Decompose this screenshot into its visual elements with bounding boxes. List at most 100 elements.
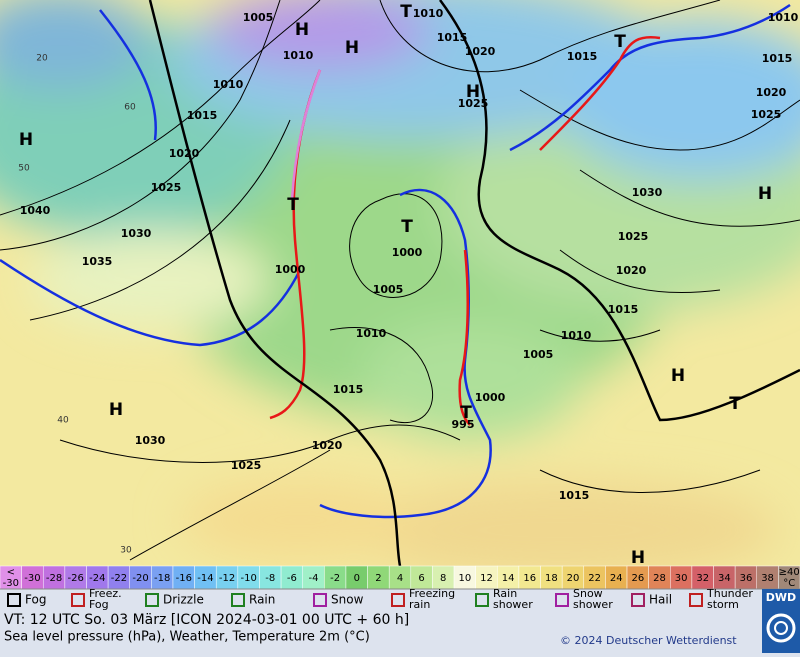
pressure-center: T xyxy=(287,195,299,215)
legend-symbol xyxy=(231,593,245,607)
pressure-center: H xyxy=(466,82,480,102)
scale-label: -30 xyxy=(24,573,40,584)
scale-label: -8 xyxy=(265,573,275,584)
logo-swirl-inner xyxy=(774,621,788,635)
pressure-center: H xyxy=(19,130,33,150)
pressure-label: 1000 xyxy=(275,263,306,276)
scale-label: 14 xyxy=(502,573,515,584)
pressure-label: 1005 xyxy=(373,283,404,296)
pressure-label: 1005 xyxy=(243,11,274,24)
scale-label: -24 xyxy=(89,573,105,584)
isobars xyxy=(0,0,800,561)
legend-symbol xyxy=(689,593,703,607)
pressure-label: 1035 xyxy=(82,255,113,268)
scale-label: 10 xyxy=(458,573,471,584)
pressure-label: 1025 xyxy=(231,459,262,472)
weather-legend: Fog Freez.Fog Drizzle Rain Snow FreezingrainR… xyxy=(7,587,753,611)
pressure-label: 1010 xyxy=(413,7,444,20)
scale-label: 18 xyxy=(545,573,558,584)
pressure-center: H xyxy=(295,20,309,40)
pressure-label: 1025 xyxy=(458,97,489,110)
legend-symbol xyxy=(475,593,489,607)
map-labels: 1005 101010151020101010101015102010251030… xyxy=(18,2,798,568)
scale-label: -26 xyxy=(68,573,84,584)
legend-label: Fog xyxy=(25,593,46,607)
scale-label: 20 xyxy=(567,573,580,584)
scale-label: 26 xyxy=(631,573,644,584)
scale-label: -18 xyxy=(154,573,170,584)
temperature-scale: <-30 -30 -28 -26 -24 -22 -20 -18 -16 -14 -12 -10 -8-… xyxy=(0,565,800,590)
pressure-label: 1010 xyxy=(356,327,387,340)
pressure-label: 1010 xyxy=(561,329,592,342)
pressure-label: 1015 xyxy=(437,31,468,44)
scale-label: < xyxy=(7,567,15,578)
pressure-label: 1015 xyxy=(333,383,364,396)
scale-label: 32 xyxy=(696,573,709,584)
scale-label: 4 xyxy=(397,573,403,584)
map xyxy=(0,0,800,566)
pressure-label: 1025 xyxy=(618,230,649,243)
scale-label: 36 xyxy=(740,573,753,584)
legend-label: Drizzle xyxy=(163,593,204,607)
pressure-label: 1000 xyxy=(392,246,423,259)
legend-label: Rain xyxy=(493,587,517,600)
pressure-center: H xyxy=(345,38,359,58)
pressure-label: 1020 xyxy=(465,45,496,58)
scale-label: -10 xyxy=(240,573,256,584)
legend-label: Freezing xyxy=(409,587,455,600)
scale-label: -16 xyxy=(176,573,192,584)
temperature-label: 40 xyxy=(57,416,69,426)
legend-label: shower xyxy=(573,598,613,611)
legend-label: storm xyxy=(707,598,739,611)
scale-label: °C xyxy=(783,578,795,589)
pressure-label: 1030 xyxy=(135,434,166,447)
scale-label: -22 xyxy=(111,573,127,584)
pressure-label: 1040 xyxy=(20,204,51,217)
scale-label: -14 xyxy=(197,573,213,584)
pressure-label: 1015 xyxy=(608,303,639,316)
scale-label: -28 xyxy=(46,573,62,584)
legend-symbol xyxy=(145,593,159,607)
pressure-label: 1020 xyxy=(312,439,343,452)
pressure-center: H xyxy=(758,184,772,204)
scale-label: 38 xyxy=(761,573,774,584)
scale-label: 24 xyxy=(610,573,623,584)
temperature-label: 60 xyxy=(124,103,136,113)
legend-symbol xyxy=(631,593,645,607)
pressure-label: 1030 xyxy=(632,186,663,199)
pressure-center: T xyxy=(401,217,413,237)
pressure-label: 1005 xyxy=(523,348,554,361)
legend-label: shower xyxy=(493,598,533,611)
temperature-label: 20 xyxy=(36,54,48,64)
scale-label: -4 xyxy=(309,573,319,584)
pressure-label: 995 xyxy=(452,418,475,431)
pressure-label: 1010 xyxy=(768,11,799,24)
scale-label: 0 xyxy=(354,573,360,584)
legend-symbol xyxy=(555,593,569,607)
pressure-label: 1020 xyxy=(756,86,787,99)
legend-label: Hail xyxy=(649,593,672,607)
legend-label: Freez. xyxy=(89,587,122,600)
scale-label: 8 xyxy=(440,573,446,584)
copyright: © 2024 Deutscher Wetterdienst xyxy=(560,634,737,647)
scale-label: -2 xyxy=(330,573,340,584)
legend-symbol xyxy=(7,593,21,607)
pressure-label: 1020 xyxy=(616,264,647,277)
scale-label: 22 xyxy=(588,573,601,584)
temperature-label: 50 xyxy=(18,164,30,174)
logo-text: DWD xyxy=(766,591,796,604)
scale-label: 6 xyxy=(418,573,424,584)
pressure-label: 1015 xyxy=(559,489,590,502)
scale-label: -6 xyxy=(287,573,297,584)
pressure-label: 1030 xyxy=(121,227,152,240)
scale-label: 2 xyxy=(375,573,381,584)
legend-label: Thunder xyxy=(706,587,753,600)
fronts xyxy=(0,3,791,519)
scale-label: ≥40 xyxy=(779,567,800,578)
scale-label: 34 xyxy=(718,573,731,584)
pressure-center: H xyxy=(671,366,685,386)
pressure-label: 1010 xyxy=(213,78,244,91)
legend-label: rain xyxy=(409,598,430,611)
legend-symbol xyxy=(391,593,405,607)
